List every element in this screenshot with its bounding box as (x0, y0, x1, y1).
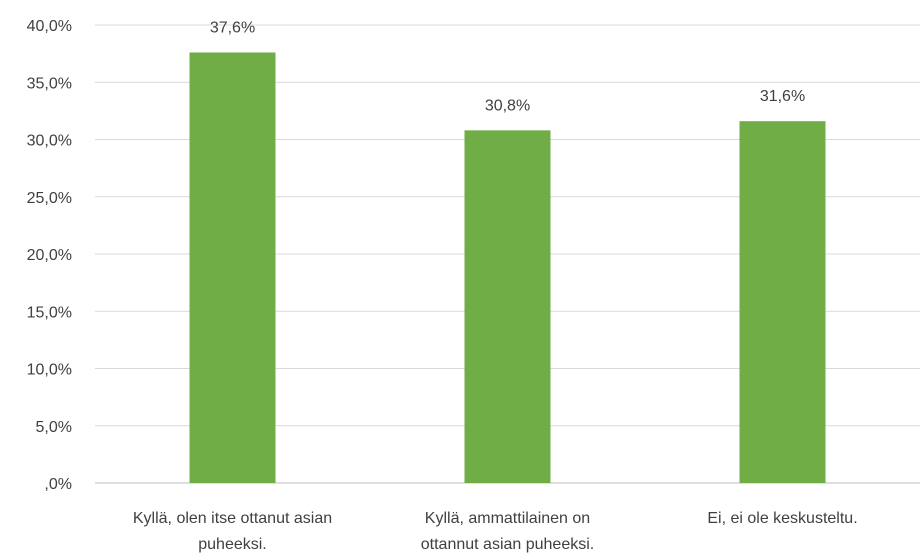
category-label: Ei, ei ole keskusteltu. (707, 510, 857, 527)
y-tick-label: 35,0% (27, 75, 72, 92)
y-tick-label: ,0% (44, 476, 72, 493)
category-label: puheeksi. (198, 536, 267, 553)
data-label: 31,6% (760, 88, 805, 105)
category-label: Kyllä, ammattilainen on (425, 510, 590, 527)
data-label: 37,6% (210, 19, 255, 36)
y-tick-label: 30,0% (27, 133, 72, 150)
category-label: ottannut asian puheeksi. (421, 536, 594, 553)
y-tick-label: 20,0% (27, 247, 72, 264)
bars (189, 52, 826, 484)
y-tick-label: 25,0% (27, 190, 72, 207)
category-labels: Kyllä, olen itse ottanut asian puheeksi. K… (133, 510, 858, 553)
data-labels: 37,6% 30,8% 31,6% (210, 19, 805, 114)
y-tick-label: 40,0% (27, 18, 72, 35)
bar (464, 130, 551, 483)
y-tick-label: 10,0% (27, 362, 72, 379)
y-tick-label: 5,0% (36, 419, 72, 436)
y-axis-tick-labels: ,0% 5,0% 10,0% 15,0% 20,0% 25,0% 30,0% 35,0% 40,… (27, 18, 72, 493)
y-tick-label: 15,0% (27, 304, 72, 321)
bar (189, 52, 276, 483)
bar (739, 121, 826, 484)
data-label: 30,8% (485, 97, 530, 114)
category-label: Kyllä, olen itse ottanut asian (133, 510, 332, 527)
